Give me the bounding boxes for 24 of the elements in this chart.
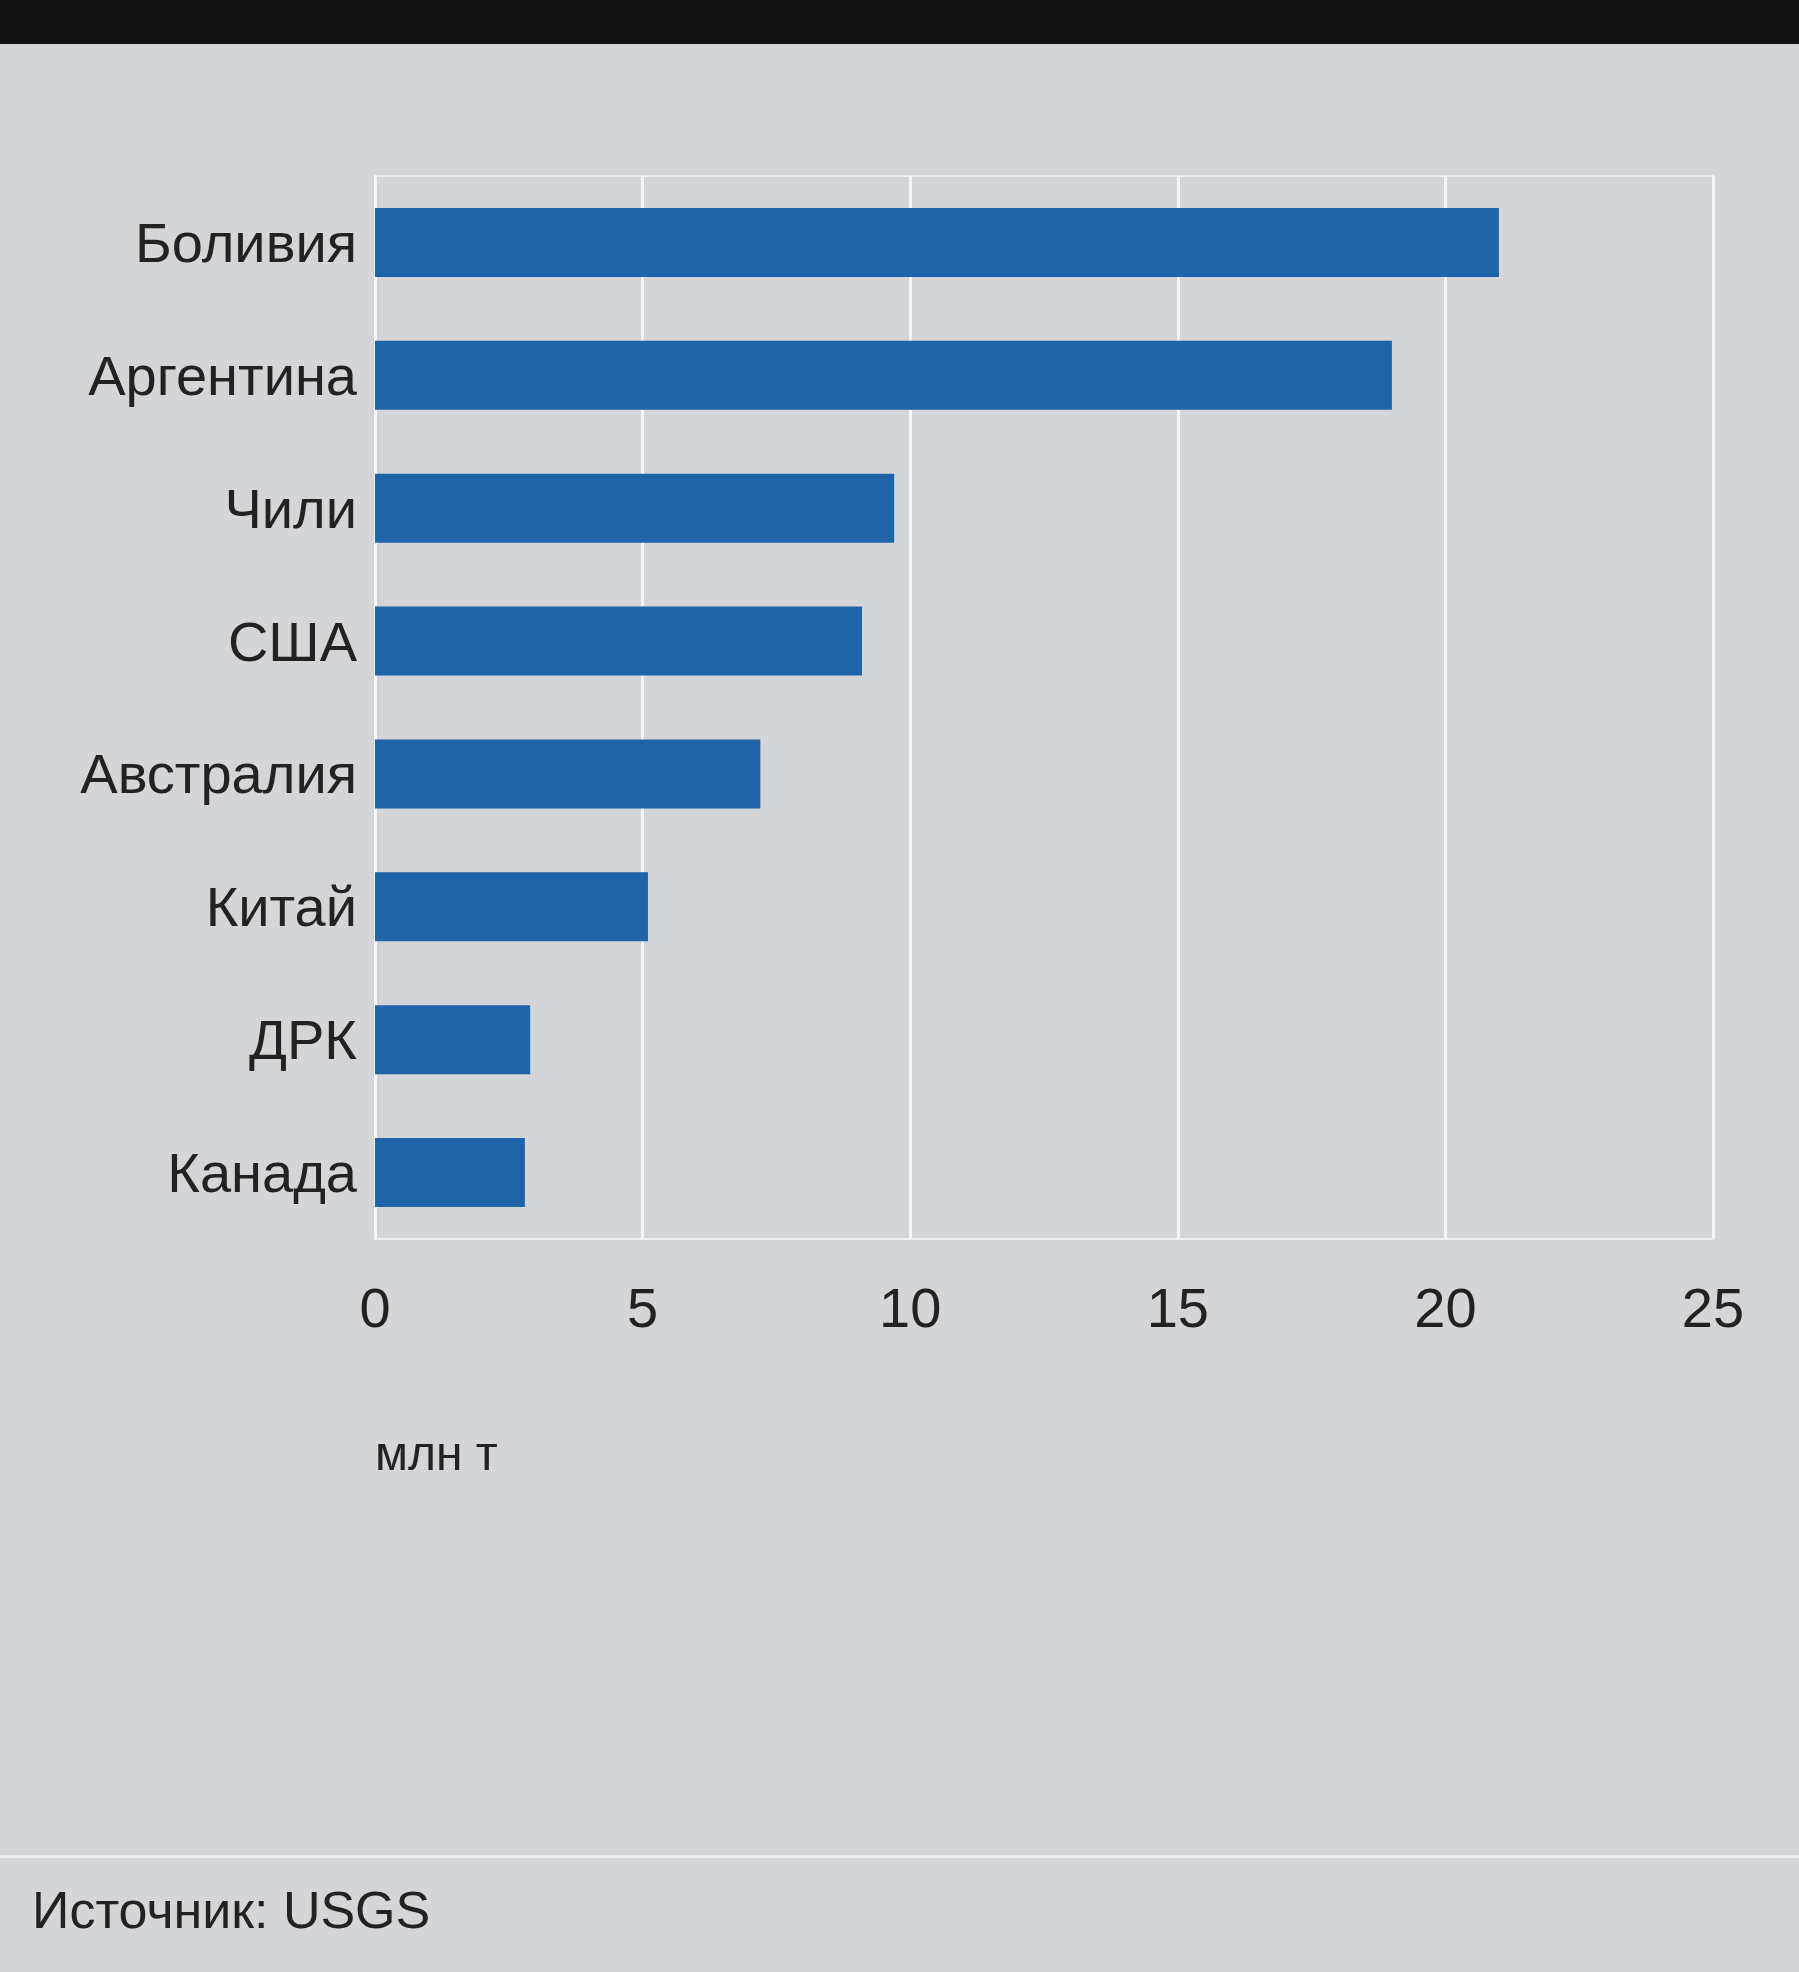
y-tick-label: ДРК xyxy=(249,1008,358,1072)
y-tick-label: США xyxy=(227,609,358,673)
x-tick-label: 25 xyxy=(1681,1275,1745,1339)
x-axis-title: млн т xyxy=(375,1426,498,1480)
x-tick-label: 15 xyxy=(1146,1275,1209,1339)
bar xyxy=(375,739,761,809)
bar xyxy=(375,207,1499,277)
bar xyxy=(375,606,863,676)
bar xyxy=(375,1005,531,1075)
bar xyxy=(375,340,1392,410)
bar xyxy=(375,1138,525,1208)
x-tick-label: 10 xyxy=(879,1275,942,1339)
y-tick-label: Аргентина xyxy=(88,343,358,407)
bar xyxy=(375,473,895,543)
y-tick-label: Австралия xyxy=(80,742,357,806)
bar xyxy=(375,872,648,942)
text: Источник: USGS xyxy=(32,1880,432,1940)
y-tick-label: Китай xyxy=(205,875,357,939)
y-tick-label: Канада xyxy=(167,1141,358,1205)
x-tick-label: 0 xyxy=(359,1275,391,1339)
y-tick-label: Боливия xyxy=(135,210,357,274)
y-tick-label: Чили xyxy=(224,476,357,540)
x-tick-label: 20 xyxy=(1414,1275,1477,1339)
x-tick-label: 5 xyxy=(627,1275,659,1339)
